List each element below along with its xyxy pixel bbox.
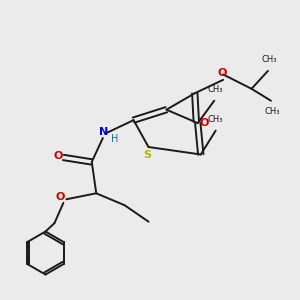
Text: O: O bbox=[53, 151, 63, 161]
Text: S: S bbox=[143, 150, 151, 161]
Text: N: N bbox=[99, 127, 108, 137]
Text: CH₃: CH₃ bbox=[208, 115, 224, 124]
Text: O: O bbox=[55, 192, 64, 202]
Text: CH₃: CH₃ bbox=[265, 107, 280, 116]
Text: H: H bbox=[111, 134, 119, 144]
Text: CH₃: CH₃ bbox=[208, 85, 224, 94]
Text: O: O bbox=[200, 118, 209, 128]
Text: CH₃: CH₃ bbox=[261, 55, 277, 64]
Text: O: O bbox=[218, 68, 227, 78]
